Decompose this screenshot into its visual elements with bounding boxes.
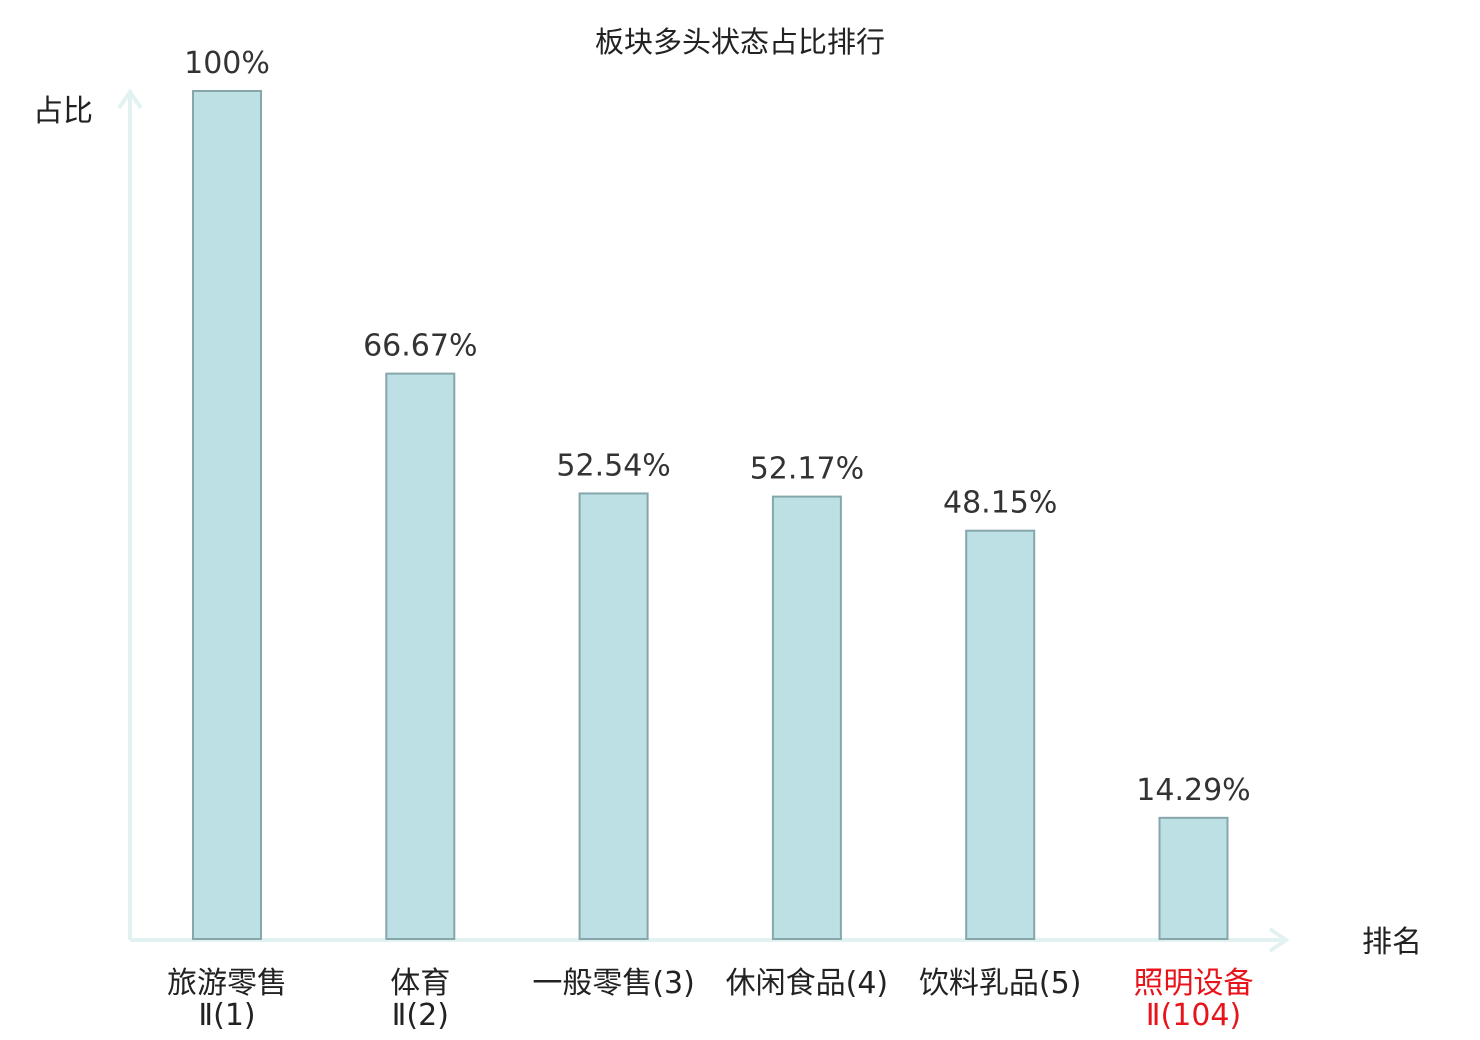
value-label-1: 100% <box>184 46 270 81</box>
value-label-6: 14.29% <box>1136 773 1250 808</box>
y-axis <box>117 88 143 940</box>
value-label-5: 48.15% <box>943 486 1057 521</box>
category-label-1: 旅游零售 Ⅱ(1) <box>167 966 287 1033</box>
bar-6 <box>1158 816 1229 940</box>
bar-3 <box>578 492 649 940</box>
x-axis-label: 排名 <box>1362 925 1422 960</box>
category-labels: 旅游零售 Ⅱ(1)体育 Ⅱ(2)一般零售(3) 休闲食品(4) 饮料乳品(5) 照明设备 Ⅱ… <box>167 966 1254 1033</box>
category-label-4: 休闲食品(4) <box>726 966 889 1001</box>
category-name: 旅游零售 <box>167 966 287 1001</box>
category-label-2: 体育 Ⅱ(2) <box>390 966 450 1033</box>
category-name: 照明设备 <box>1134 966 1254 1001</box>
y-axis-arrow <box>117 88 143 110</box>
value-label-2: 66.67% <box>363 329 477 364</box>
value-label-3: 52.54% <box>556 448 670 483</box>
chart-title: 板块多头状态占比排行 <box>595 25 885 59</box>
category-label-5: 饮料乳品(5) <box>919 966 1082 1001</box>
category-label-6: 照明设备 Ⅱ(104) <box>1134 966 1254 1033</box>
x-axis-arrow <box>1268 927 1290 953</box>
bar-1 <box>192 90 262 940</box>
category-label-3: 一般零售(3) <box>532 966 695 1001</box>
category-rank: Ⅱ(2) <box>392 998 449 1033</box>
bar-5 <box>965 529 1036 940</box>
category-rank: Ⅱ(1) <box>198 998 255 1033</box>
category-name: 一般零售(3) <box>532 966 695 1001</box>
category-rank: Ⅱ(104) <box>1146 998 1241 1033</box>
category-name: 饮料乳品(5) <box>919 966 1082 1001</box>
bar-2 <box>385 372 456 940</box>
value-labels: 100% 66.67% 52.54% 52.17% 48.15% 14.29% <box>184 46 1251 808</box>
y-axis-label: 占比 <box>33 94 93 129</box>
category-name: 休闲食品(4) <box>726 966 889 1001</box>
bar-series <box>192 90 1229 940</box>
category-name: 体育 <box>390 966 450 1001</box>
value-label-4: 52.17% <box>750 452 864 487</box>
x-axis <box>130 927 1290 953</box>
bar-4 <box>771 495 842 940</box>
